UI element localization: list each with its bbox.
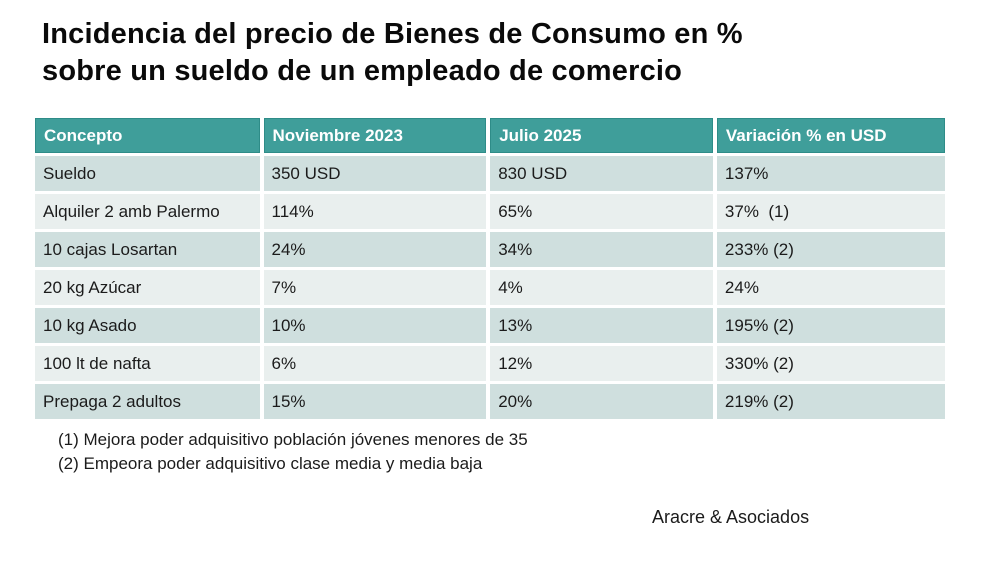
table-row-losartan: 10 cajas Losartan 24% 34% 233% (2) <box>35 232 945 267</box>
cell-variacion: 233% (2) <box>716 232 945 267</box>
page-title-line-1: Incidencia del precio de Bienes de Consu… <box>42 18 743 50</box>
attribution-text: Aracre & Asociados <box>652 507 810 527</box>
table-row-prepaga: Prepaga 2 adultos 15% 20% 219% (2) <box>35 384 945 419</box>
cell-julio: 13% <box>490 308 713 343</box>
cell-julio: 4% <box>490 270 713 305</box>
column-header-concepto: Concepto <box>35 118 260 153</box>
table-row-sueldo: Sueldo 350 USD 830 USD 137% <box>35 156 945 191</box>
table-row-azucar: 20 kg Azúcar 7% 4% 24% <box>35 270 945 305</box>
cell-julio: 34% <box>490 232 713 267</box>
cell-concepto: 20 kg Azúcar <box>35 270 260 305</box>
table-header-row: Concepto Noviembre 2023 Julio 2025 Varia… <box>35 118 945 153</box>
cell-noviembre: 15% <box>263 384 487 419</box>
cell-variacion: 330% (2) <box>716 346 945 381</box>
cell-concepto: Prepaga 2 adultos <box>35 384 260 419</box>
cell-noviembre: 24% <box>263 232 487 267</box>
cell-noviembre: 350 USD <box>263 156 487 191</box>
column-header-variacion: Variación % en USD <box>716 118 945 153</box>
column-header-noviembre-2023: Noviembre 2023 <box>263 118 487 153</box>
page-title-line-2: sobre un sueldo de un empleado de comerc… <box>42 55 683 87</box>
cell-variacion: 37% (1) <box>716 194 945 229</box>
cell-concepto: Sueldo <box>35 156 260 191</box>
cell-variacion: 219% (2) <box>716 384 945 419</box>
table-row-alquiler: Alquiler 2 amb Palermo 114% 65% 37% (1) <box>35 194 945 229</box>
cell-noviembre: 6% <box>263 346 487 381</box>
cell-concepto: 10 kg Asado <box>35 308 260 343</box>
table-row-asado: 10 kg Asado 10% 13% 195% (2) <box>35 308 945 343</box>
cell-julio: 65% <box>490 194 713 229</box>
cell-noviembre: 114% <box>263 194 487 229</box>
cell-variacion: 137% <box>716 156 945 191</box>
cell-variacion: 24% <box>716 270 945 305</box>
footnotes: (1) Mejora poder adquisitivo población j… <box>58 428 528 476</box>
cell-julio: 12% <box>490 346 713 381</box>
cell-noviembre: 7% <box>263 270 487 305</box>
cell-concepto: 100 lt de nafta <box>35 346 260 381</box>
cell-variacion: 195% (2) <box>716 308 945 343</box>
footnote-2: (2) Empeora poder adquisitivo clase medi… <box>58 454 483 473</box>
table-row-nafta: 100 lt de nafta 6% 12% 330% (2) <box>35 346 945 381</box>
page-title: Incidencia del precio de Bienes de Consu… <box>42 16 743 90</box>
cell-noviembre: 10% <box>263 308 487 343</box>
cell-julio: 830 USD <box>490 156 713 191</box>
footnote-1: (1) Mejora poder adquisitivo población j… <box>58 430 528 449</box>
cell-concepto: 10 cajas Losartan <box>35 232 260 267</box>
cell-julio: 20% <box>490 384 713 419</box>
consumer-prices-table: Concepto Noviembre 2023 Julio 2025 Varia… <box>31 115 949 422</box>
cell-concepto: Alquiler 2 amb Palermo <box>35 194 260 229</box>
column-header-julio-2025: Julio 2025 <box>490 118 713 153</box>
